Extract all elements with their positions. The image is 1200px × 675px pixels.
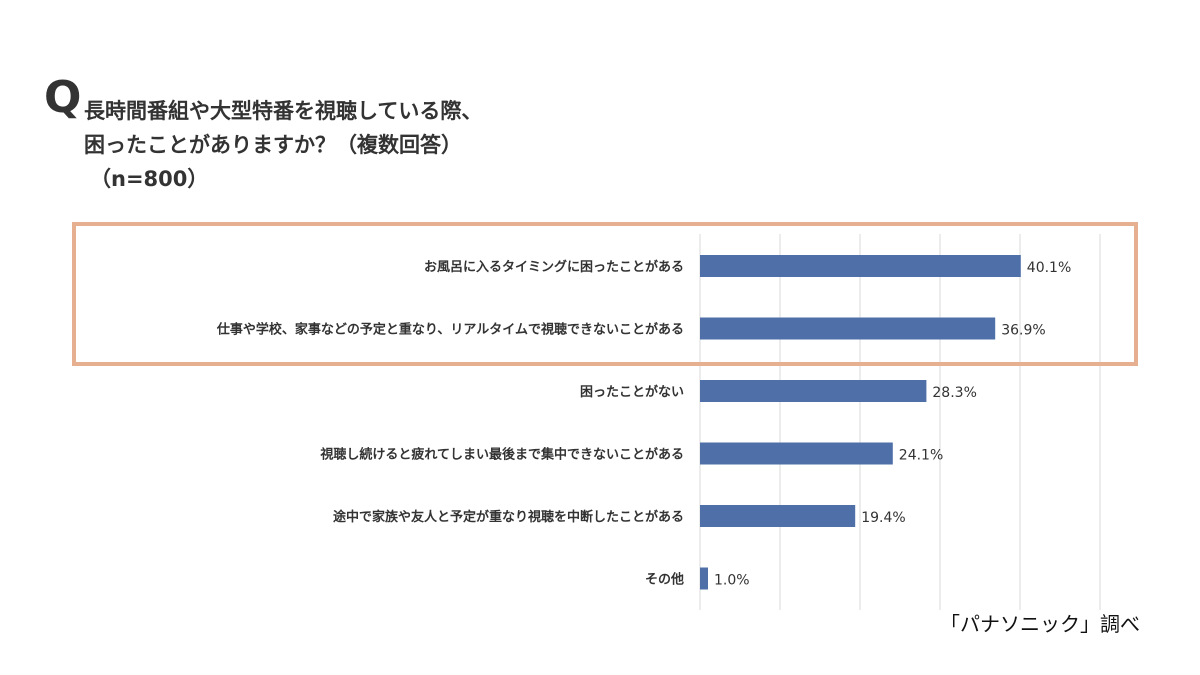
question-line-2: 困ったことがありますか？（複数回答） [84,133,462,157]
category-label: 視聴し続けると疲れてしまい最後まで集中できないことがある [319,447,684,463]
bar [700,567,708,590]
sample-size: （n=800） [90,167,209,191]
value-label: 1.0% [714,573,750,589]
category-label: お風呂に入るタイミングに困ったことがある [424,259,684,275]
bar [700,317,996,340]
value-label: 28.3% [932,385,976,401]
question-title: 長時間番組や大型特番を視聴している際、 困ったことがありますか？（複数回答） （… [84,94,482,196]
value-label: 40.1% [1027,260,1071,276]
bar [700,255,1021,277]
value-label: 36.9% [1001,323,1045,339]
question-line-1: 長時間番組や大型特番を視聴している際、 [84,99,483,123]
category-label: 途中で家族や友人と予定が重なり視聴を中断したことがある [333,509,684,525]
question-mark: Q [44,72,82,123]
category-label: その他 [645,572,684,588]
category-label: 困ったことがない [580,384,684,400]
bar [700,505,856,527]
highlight-box [72,222,1138,366]
category-label: 仕事や学校、家事などの予定と重なり、リアルタイムで視聴できないことがある [216,322,684,338]
value-label: 24.1% [899,448,943,464]
source-note: 「パナソニック」調べ [940,612,1140,636]
bar [700,380,927,402]
bar [700,442,893,465]
value-label: 19.4% [861,510,905,526]
